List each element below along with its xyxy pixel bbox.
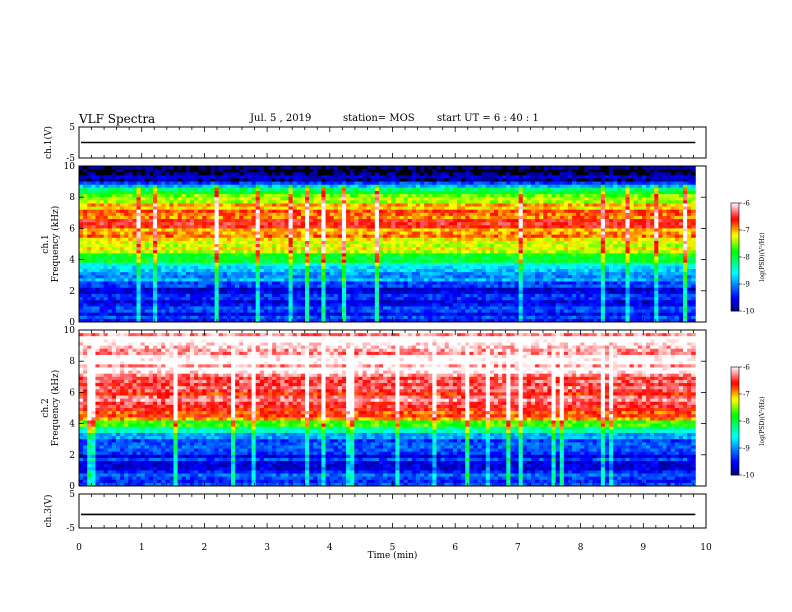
- x-tick-label: 3: [264, 543, 270, 553]
- colorbar: [730, 366, 742, 476]
- y-axis-label: Frequency (kHz): [50, 370, 61, 447]
- y-tick-label: 5: [69, 123, 75, 133]
- colorbar: [730, 202, 742, 312]
- date-label: Jul. 5 , 2019: [250, 113, 312, 124]
- x-tick-label: 2: [202, 543, 208, 553]
- spectrogram-ch2-spectrogram: [79, 330, 696, 487]
- y-axis-label: ch.2: [41, 398, 51, 417]
- x-tick-label: 0: [76, 543, 82, 553]
- y-tick-label: 4: [69, 420, 75, 430]
- colorbar-tick-label: -6: [743, 364, 750, 372]
- y-axis-label: ch.1(V): [43, 126, 54, 159]
- y-tick-label: 0: [69, 482, 75, 492]
- colorbar-label: log(PSD)(V²/Hz): [759, 233, 766, 282]
- x-axis-label: Time (min): [368, 550, 418, 561]
- colorbar-tick-label: -10: [743, 472, 754, 480]
- spectrogram-ch1-spectrogram: [79, 166, 696, 323]
- colorbar-tick-label: -9: [743, 445, 750, 453]
- y-tick-label: 2: [69, 287, 75, 297]
- start-time-label: start UT = 6 : 40 : 1: [437, 113, 539, 124]
- station-label: station= MOS: [343, 113, 415, 124]
- x-tick-label: 7: [515, 543, 521, 553]
- y-tick-label: 5: [69, 490, 75, 500]
- x-tick-label: 8: [578, 543, 584, 553]
- y-tick-label: -5: [66, 154, 75, 164]
- y-tick-label: 4: [69, 256, 75, 266]
- x-tick-label: 4: [327, 543, 333, 553]
- colorbar-tick-label: -7: [743, 391, 750, 399]
- colorbar-tick-label: -9: [743, 281, 750, 289]
- x-tick-label: 1: [139, 543, 145, 553]
- colorbar-tick-label: -6: [743, 200, 750, 208]
- x-tick-label: 10: [700, 543, 712, 553]
- y-tick-label: 10: [64, 162, 76, 172]
- x-tick-label: 9: [640, 543, 646, 553]
- y-tick-label: -5: [66, 524, 75, 534]
- colorbar-label: log(PSD)(V²/Hz): [759, 397, 766, 446]
- colorbar-tick-label: -10: [743, 308, 754, 316]
- y-axis-label: Frequency (kHz): [50, 206, 61, 283]
- chart-title: VLF Spectra: [79, 112, 156, 126]
- x-tick-label: 5: [390, 543, 396, 553]
- y-tick-label: 8: [69, 193, 75, 203]
- y-tick-label: 6: [69, 224, 75, 234]
- x-tick-label: 6: [452, 543, 458, 553]
- y-tick-label: 10: [64, 326, 76, 336]
- y-axis-label: ch.3(V): [43, 495, 54, 528]
- y-axis-label: ch.1: [41, 234, 51, 253]
- y-tick-label: 8: [69, 357, 75, 367]
- panel-frame-ch3-waveform: [78, 493, 707, 529]
- colorbar-tick-label: -7: [743, 227, 750, 235]
- y-tick-label: 0: [69, 318, 75, 328]
- colorbar-tick-label: -8: [743, 254, 750, 262]
- y-tick-label: 6: [69, 388, 75, 398]
- colorbar-tick-label: -8: [743, 418, 750, 426]
- y-tick-label: 2: [69, 451, 75, 461]
